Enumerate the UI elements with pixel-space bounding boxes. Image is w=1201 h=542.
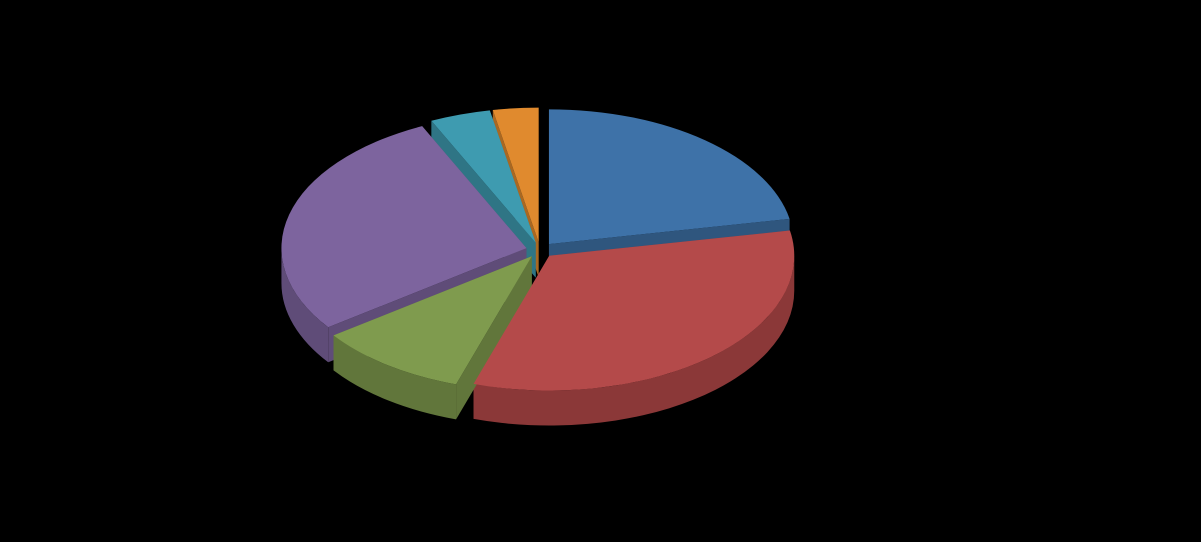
pie-chart-3d [0, 0, 1201, 542]
pie-chart-svg [0, 0, 1201, 542]
